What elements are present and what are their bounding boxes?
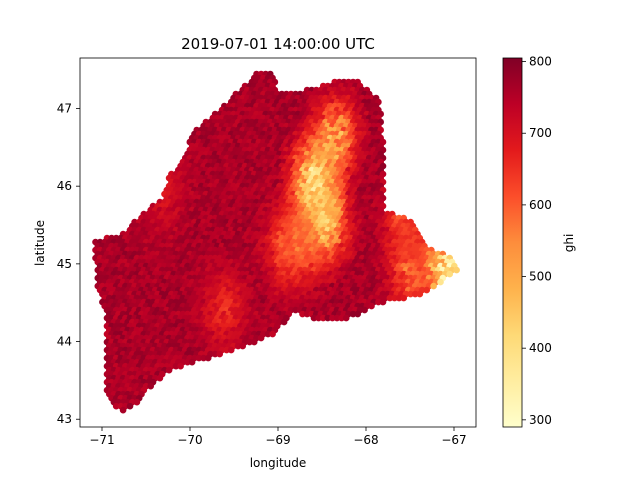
scatter-point bbox=[303, 310, 311, 318]
x-tick-label: −69 bbox=[265, 433, 290, 447]
scatter-point bbox=[338, 314, 345, 322]
scatter-point bbox=[264, 330, 272, 338]
y-tick-label: 46 bbox=[57, 179, 72, 193]
scatter-point bbox=[354, 310, 362, 318]
scatter-point bbox=[250, 338, 258, 346]
scatter-point bbox=[333, 314, 341, 322]
x-axis-ticks: −71 −70 −69 −68 −67 bbox=[89, 427, 467, 447]
x-tick-label: −70 bbox=[177, 433, 202, 447]
scatter-point bbox=[386, 294, 394, 302]
colorbar-tick-label: 600 bbox=[529, 198, 552, 212]
scatter-point bbox=[204, 354, 212, 362]
scatter-point bbox=[112, 402, 120, 410]
scatter-point bbox=[292, 306, 299, 314]
scatter-point bbox=[446, 270, 454, 278]
scatter-point bbox=[200, 354, 207, 362]
y-axis-ticks: 43 44 45 46 47 bbox=[57, 101, 80, 426]
scatter-point bbox=[172, 362, 180, 370]
scatter-point bbox=[269, 330, 276, 338]
scatter-point bbox=[407, 290, 414, 298]
scatter-point bbox=[361, 306, 368, 314]
scatter-point bbox=[257, 334, 265, 342]
chart-title: 2019-07-01 14:00:00 UTC bbox=[181, 35, 375, 53]
scatter-point bbox=[324, 314, 332, 322]
y-tick-label: 43 bbox=[57, 412, 72, 426]
scatter-point bbox=[133, 398, 141, 406]
scatter-point bbox=[329, 314, 336, 322]
scatter-point bbox=[126, 402, 134, 410]
scatter-point bbox=[280, 318, 288, 326]
scatter-point bbox=[368, 302, 375, 310]
scatter-point bbox=[395, 294, 403, 302]
scatter-point bbox=[234, 342, 242, 350]
scatter-point bbox=[188, 358, 196, 366]
scatter-point bbox=[430, 282, 437, 290]
scatter-point bbox=[437, 278, 444, 286]
scatter-point bbox=[223, 346, 230, 354]
scatter-point bbox=[299, 310, 306, 318]
scatter-point bbox=[177, 362, 184, 370]
x-tick-label: −67 bbox=[441, 433, 466, 447]
scatter-point bbox=[391, 294, 398, 302]
colorbar-ticks: 300 400 500 600 700 800 bbox=[522, 55, 552, 427]
scatter-point bbox=[315, 314, 322, 322]
scatter-point bbox=[400, 294, 408, 302]
scatter-point bbox=[227, 346, 235, 354]
scatter-point bbox=[184, 358, 191, 366]
scatter-point bbox=[211, 350, 219, 358]
scatter-point bbox=[416, 290, 424, 298]
colorbar-tick-label: 400 bbox=[529, 341, 552, 355]
scatter-point bbox=[195, 354, 203, 362]
scatter-point bbox=[216, 350, 223, 358]
colorbar bbox=[502, 57, 523, 428]
scatter-point bbox=[379, 298, 387, 306]
scatter-point bbox=[239, 342, 246, 350]
x-axis-label: longitude bbox=[250, 456, 307, 470]
colorbar-tick-label: 300 bbox=[529, 413, 552, 427]
scatter-point bbox=[310, 314, 318, 322]
y-tick-label: 44 bbox=[57, 335, 72, 349]
scatter-point bbox=[375, 298, 382, 306]
scatter-point bbox=[156, 374, 164, 382]
scatter-point bbox=[246, 338, 253, 346]
colorbar-label: ghi bbox=[562, 234, 576, 253]
scatter-point bbox=[411, 290, 419, 298]
scatter-point bbox=[342, 314, 350, 322]
y-axis-label: latitude bbox=[33, 220, 47, 266]
scatter-point bbox=[147, 382, 154, 390]
y-tick-label: 45 bbox=[57, 257, 72, 271]
scatter-points bbox=[92, 70, 460, 414]
colorbar-tick-label: 700 bbox=[529, 126, 552, 140]
colorbar-tick-label: 800 bbox=[529, 55, 552, 69]
y-tick-label: 47 bbox=[57, 101, 72, 115]
scatter-point bbox=[453, 266, 460, 274]
x-tick-label: −71 bbox=[89, 433, 114, 447]
scatter-point bbox=[119, 406, 127, 414]
colorbar-tick-label: 500 bbox=[529, 270, 552, 284]
x-tick-label: −68 bbox=[353, 433, 378, 447]
scatter-point bbox=[423, 286, 431, 294]
scatter-point bbox=[319, 314, 327, 322]
scatter-point bbox=[165, 366, 173, 374]
scatter-point bbox=[349, 310, 357, 318]
